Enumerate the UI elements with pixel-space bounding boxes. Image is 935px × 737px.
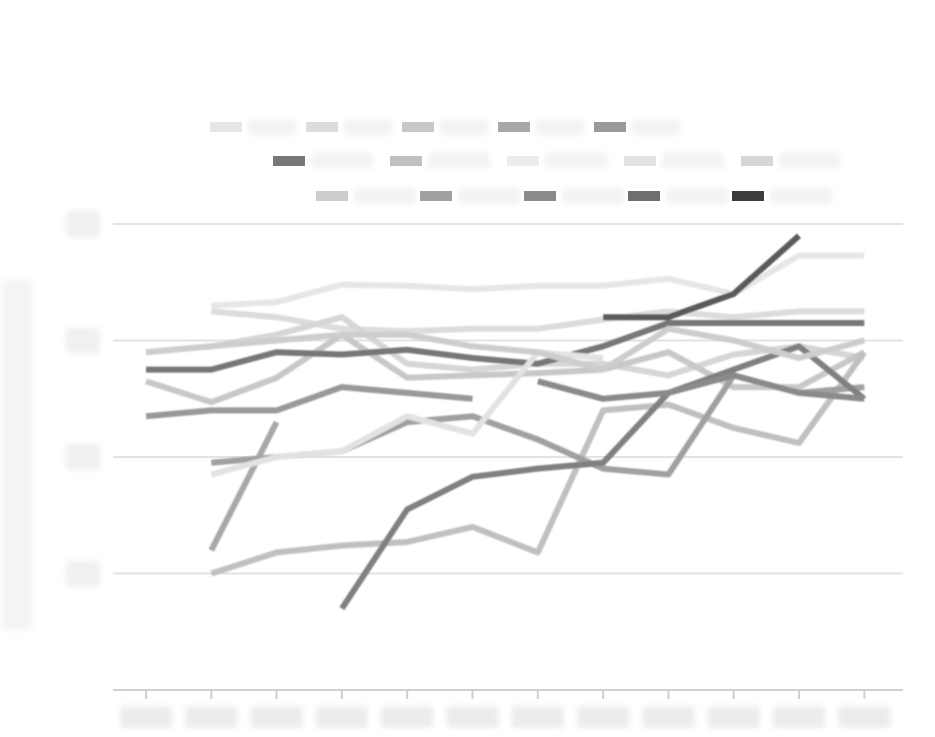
series-line	[145, 331, 866, 406]
series-line	[211, 372, 865, 478]
series-line	[145, 384, 473, 420]
legend-swatch	[498, 122, 530, 132]
legend-swatch	[594, 122, 626, 132]
x-axis	[113, 689, 903, 728]
series-lines	[145, 233, 867, 611]
legend-label	[344, 119, 392, 135]
legend-swatch	[420, 191, 452, 201]
legend-label	[770, 188, 832, 204]
legend-label	[779, 153, 841, 169]
legend-swatch	[628, 191, 660, 201]
legend-swatch	[210, 122, 242, 132]
x-tick-label	[185, 706, 238, 728]
legend-label	[662, 153, 724, 169]
legend-swatch	[624, 156, 656, 166]
legend-label	[311, 153, 373, 169]
legend-label	[666, 188, 728, 204]
legend-swatch	[306, 122, 338, 132]
y-tick-label	[66, 560, 100, 587]
legend-label	[536, 119, 584, 135]
legend-swatch	[316, 191, 348, 201]
legend-label	[632, 119, 680, 135]
series-line	[145, 314, 865, 379]
series-line	[210, 350, 867, 577]
series-line	[145, 325, 866, 373]
legend-label	[248, 119, 296, 135]
x-tick-label	[250, 706, 303, 728]
series-line	[211, 252, 865, 309]
y-tick-labels	[66, 211, 100, 587]
x-tick-label	[707, 706, 760, 728]
legend-label	[440, 119, 488, 135]
gridlines	[113, 223, 903, 575]
legend	[210, 119, 841, 204]
legend-swatch	[402, 122, 434, 132]
x-tick-label	[120, 706, 172, 728]
legend-label	[545, 153, 607, 169]
series-line	[537, 372, 865, 402]
x-tick-label	[511, 706, 564, 728]
y-tick-label	[66, 211, 100, 237]
legend-label	[458, 188, 520, 204]
legend-swatch	[524, 191, 556, 201]
series-line	[146, 320, 865, 373]
x-tick-label	[577, 706, 630, 728]
x-tick-label	[446, 706, 499, 728]
x-tick-label	[773, 706, 825, 728]
x-tick-label	[381, 706, 434, 728]
legend-label	[354, 188, 416, 204]
x-tick-label	[642, 706, 695, 728]
y-tick-label	[66, 444, 100, 470]
legend-swatch	[732, 191, 764, 201]
series-line	[603, 233, 801, 321]
y-tick-label	[66, 327, 100, 354]
legend-swatch	[507, 156, 539, 166]
x-tick-label	[838, 706, 891, 728]
x-tick-label	[315, 706, 368, 728]
legend-swatch	[390, 156, 422, 166]
legend-label	[562, 188, 624, 204]
series-line	[208, 420, 280, 552]
legend-swatch	[741, 156, 773, 166]
y-axis-label-area	[2, 280, 32, 630]
legend-swatch	[273, 156, 305, 166]
legend-label	[428, 153, 490, 169]
